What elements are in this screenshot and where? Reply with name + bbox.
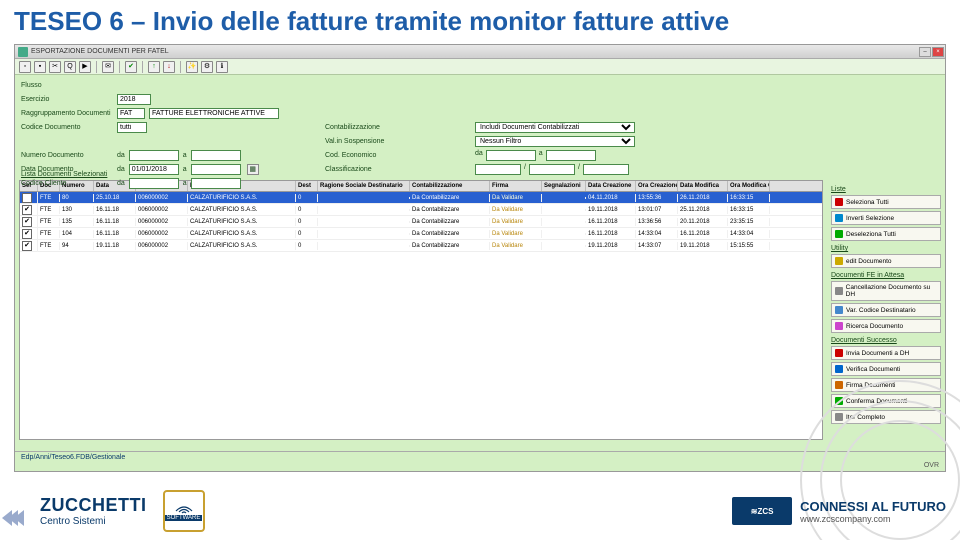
contab-select[interactable]: Includi Documenti Contabilizzati	[475, 122, 635, 133]
codeco-a-input[interactable]	[546, 150, 596, 161]
table-row[interactable]: ✔FTE9419.11.18006000002CALZATURIFICIO S.…	[20, 240, 822, 252]
filter-panel: Flusso Esercizio Raggruppamento Document…	[15, 75, 945, 167]
numero-da-input[interactable]	[129, 150, 179, 161]
tool-up-icon[interactable]: ↑	[148, 61, 160, 73]
cliente-da-input[interactable]	[129, 178, 179, 189]
edit-doc-button[interactable]: edit Documento	[831, 254, 941, 268]
contab-label: Contabilizzazione	[325, 124, 380, 131]
url-text: www.zcscompany.com	[800, 514, 946, 524]
app-icon	[18, 47, 28, 57]
da-label: da	[117, 152, 125, 159]
ricerca-button[interactable]: Ricerca Documento	[831, 319, 941, 333]
var-cod-button[interactable]: Var. Codice Destinatario	[831, 303, 941, 317]
canc-dh-button[interactable]: Cancellazione Documento su DH	[831, 281, 941, 301]
wifi-icon	[174, 501, 194, 515]
select-all-button[interactable]: Seleziona Tutti	[831, 195, 941, 209]
minimize-button[interactable]: –	[919, 47, 931, 57]
tool-info-icon[interactable]: ℹ	[216, 61, 228, 73]
tool-go-icon[interactable]: ▶	[79, 61, 91, 73]
invia-button[interactable]: Invia Documenti a DH	[831, 346, 941, 360]
zucchetti-logo: ZUCCHETTI Centro Sistemi	[40, 495, 147, 527]
successo-section: Documenti Successo	[831, 337, 941, 344]
numero-a-input[interactable]	[191, 150, 241, 161]
invert-sel-button[interactable]: Inverti Selezione	[831, 211, 941, 225]
document-grid: Sel Doc Numero Data Cliente Rag.Sociale …	[19, 180, 823, 440]
data-da-input[interactable]	[129, 164, 179, 175]
utility-section: Utility	[831, 245, 941, 252]
codeco-label: Cod. Economico	[325, 152, 376, 159]
ragg-label: Raggruppamento Documenti	[21, 110, 113, 117]
slide-footer: ZUCCHETTI Centro Sistemi SOFTWARE ≋ZCS C…	[0, 482, 960, 540]
deselect-all-button[interactable]: Deseleziona Tutti	[831, 227, 941, 241]
tool-new-icon[interactable]: ▫	[19, 61, 31, 73]
zcs-logo: ≋ZCS	[732, 497, 792, 525]
fe-attesa-section: Documenti FE in Attesa	[831, 272, 941, 279]
slide-title: TESEO 6 – Invio delle fatture tramite mo…	[0, 0, 960, 41]
datadoc-label: Data Documento	[21, 166, 113, 173]
ragg-code-input[interactable]	[117, 108, 145, 119]
tool-cut-icon[interactable]: ✂	[49, 61, 61, 73]
connessi-text: CONNESSI AL FUTURO	[800, 499, 946, 514]
data-a-input[interactable]	[191, 164, 241, 175]
numero-label: Numero Documento	[21, 152, 113, 159]
tool-save-icon[interactable]: ▪	[34, 61, 46, 73]
close-button[interactable]: ×	[932, 47, 944, 57]
table-row[interactable]: ✔FTE13516.11.18006000002CALZATURIFICIO S…	[20, 216, 822, 228]
flusso-label: Flusso	[21, 82, 113, 89]
tool-down-icon[interactable]: ↓	[163, 61, 175, 73]
codice-doc-label: Codice Documento	[21, 124, 113, 131]
tool-mail-icon[interactable]: ✉	[102, 61, 114, 73]
a-label: a	[183, 152, 187, 159]
ragg-desc-input[interactable]	[149, 108, 279, 119]
codcliente-label: Codice Cliente	[21, 180, 113, 187]
classif-2-input[interactable]	[529, 164, 575, 175]
esercizio-label: Esercizio	[21, 96, 113, 103]
table-row[interactable]: ✔FTE10416.11.18006000002CALZATURIFICIO S…	[20, 228, 822, 240]
table-row[interactable]: ✔FTE13016.11.18006000002CALZATURIFICIO S…	[20, 204, 822, 216]
window-title: ESPORTAZIONE DOCUMENTI PER FATEL	[31, 48, 169, 55]
codeco-da-input[interactable]	[486, 150, 536, 161]
table-row[interactable]: ✔FTE8025.10.18006000002CALZATURIFICIO S.…	[20, 192, 822, 204]
codice-doc-input[interactable]	[117, 122, 147, 133]
toolbar: ▫ ▪ ✂ Q ▶ ✉ ✔ ↑ ↓ ✨ ⚙ ℹ	[15, 59, 945, 75]
tool-config-icon[interactable]: ⚙	[201, 61, 213, 73]
classif-1-input[interactable]	[475, 164, 521, 175]
tool-wizard-icon[interactable]: ✨	[186, 61, 198, 73]
classif-3-input[interactable]	[583, 164, 629, 175]
classif-label: Classificazione	[325, 166, 372, 173]
esercizio-input[interactable]	[117, 94, 151, 105]
software-badge: SOFTWARE	[163, 490, 205, 532]
calendar-icon[interactable]: ▦	[247, 164, 259, 175]
chevron-icon	[2, 510, 20, 526]
titlebar: ESPORTAZIONE DOCUMENTI PER FATEL – ×	[15, 45, 945, 59]
cliente-a-input[interactable]	[191, 178, 241, 189]
verifica-button[interactable]: Verifica Documenti	[831, 362, 941, 376]
sosp-label: Val.in Sospensione	[325, 138, 384, 145]
sosp-select[interactable]: Nessun Filtro	[475, 136, 635, 147]
tool-check-icon[interactable]: ✔	[125, 61, 137, 73]
tool-search-icon[interactable]: Q	[64, 61, 76, 73]
